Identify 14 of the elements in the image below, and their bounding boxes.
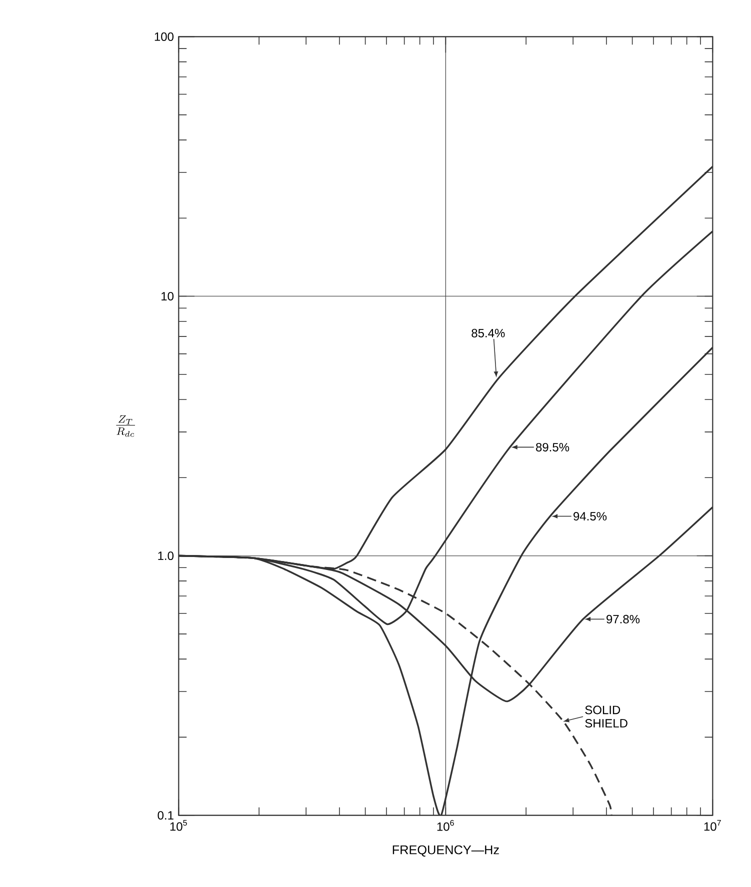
y-tick-label: 100	[154, 32, 174, 41]
x-axis-title: FREQUENCY—Hz	[392, 845, 499, 857]
y-tick-label: 1.0	[158, 552, 174, 560]
x-tick-label: 10$^{7}$	[704, 820, 721, 831]
annotation: 85.4%	[472, 328, 505, 338]
annotation: SOLID SHIELD	[585, 706, 628, 728]
y-tick-label: 0.1	[158, 811, 174, 820]
annotation: 97.8%	[606, 614, 640, 624]
annotation: 94.5%	[574, 512, 607, 521]
x-tick-label: 10$^{6}$	[437, 820, 454, 831]
x-tick-label: 10$^{5}$	[170, 820, 187, 831]
annotation: 89.5%	[536, 442, 570, 452]
y-tick-label: 10	[162, 292, 174, 300]
y-axis-title: $\frac{Z_T}{R_{dc}}$	[116, 415, 135, 437]
